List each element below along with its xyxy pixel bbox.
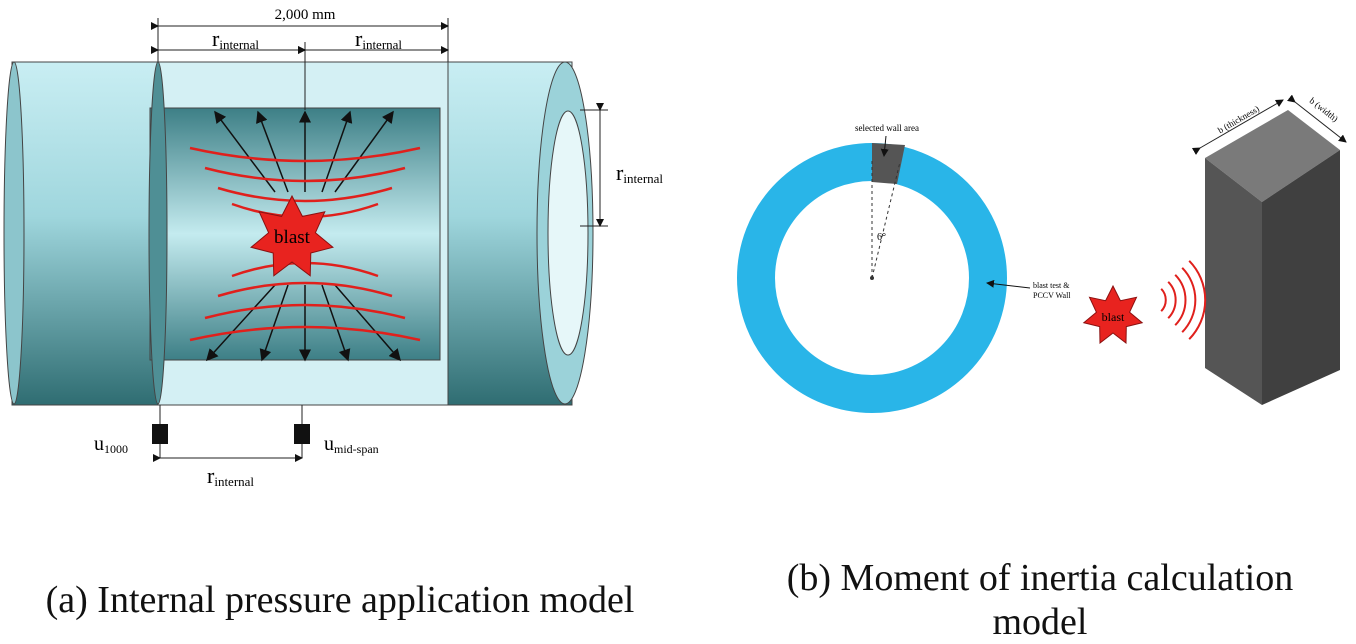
subscript: mid-span xyxy=(334,442,379,456)
radius-label: rinternal xyxy=(207,463,254,489)
blast-wave xyxy=(1175,275,1185,325)
subscript: internal xyxy=(623,171,663,186)
caption: (a) Internal pressure application model xyxy=(0,578,680,622)
blast-wave xyxy=(1182,268,1195,332)
blast-label: blast xyxy=(1102,310,1125,324)
blast-label: blast xyxy=(274,227,311,248)
radius-label: rinternal xyxy=(212,26,259,52)
center xyxy=(870,276,874,280)
section-edge xyxy=(149,62,167,404)
subscript: internal xyxy=(214,474,254,489)
tube-bore xyxy=(548,111,588,355)
wall-label: PCCV Wall xyxy=(1033,291,1071,300)
gauge-label: u1000 xyxy=(94,433,128,456)
gauge xyxy=(152,424,168,444)
figure: 2,000 mm rinternal rinternal rinternal r… xyxy=(0,0,1356,540)
blast-wave xyxy=(1161,289,1166,311)
caption: (b) Moment of inertia calculation model xyxy=(770,556,1310,644)
blast-wave xyxy=(1189,261,1205,339)
subscript: internal xyxy=(219,37,259,52)
gauge xyxy=(294,424,310,444)
symbol: u xyxy=(94,433,104,455)
selected-label: selected wall area xyxy=(855,123,919,133)
subscript: internal xyxy=(362,37,402,52)
radius-label: rinternal xyxy=(355,26,402,52)
wall-label: blast test & xyxy=(1033,281,1070,290)
page: 2,000 mm rinternal rinternal rinternal r… xyxy=(0,0,1356,636)
angle-label: 6° xyxy=(877,232,886,243)
radius-label: rinternal xyxy=(616,160,663,186)
subscript: 1000 xyxy=(104,442,128,456)
dimension-label: 2,000 mm xyxy=(275,7,336,23)
symbol: u xyxy=(324,433,334,455)
tube-left-end xyxy=(4,62,24,404)
gauge-label: umid-span xyxy=(324,433,379,456)
blast-wave xyxy=(1168,282,1175,318)
width-label: b (width) xyxy=(1308,95,1340,123)
